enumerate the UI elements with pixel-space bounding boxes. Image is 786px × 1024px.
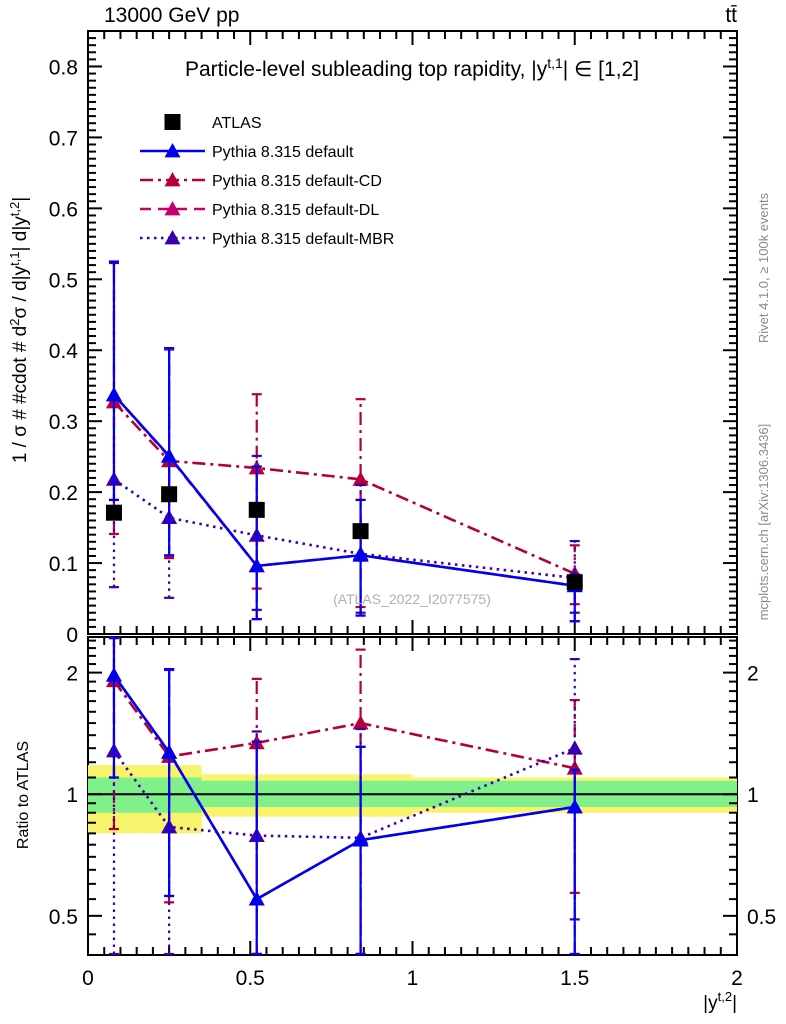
ratio-ytick-label-right: 1 (747, 784, 759, 807)
main-ytick-label: 0.4 (49, 340, 79, 363)
header-beam-label: 13000 GeV pp (104, 4, 239, 27)
xtick-labels: 0 0.5 1 1.5 2 (82, 967, 743, 990)
ratio-data-marker-triangle (352, 715, 369, 730)
legend-item-4[interactable]: Pythia 8.315 default-MBR (140, 230, 394, 248)
data-marker-square (566, 574, 583, 591)
analysis-watermark: (ATLAS_2022_I2077575) (333, 591, 491, 607)
ylabel-part-c: σ / d|y (10, 265, 31, 318)
ratio-ytick-label: 1 (66, 784, 78, 807)
ratio-data-series (105, 636, 583, 956)
ratio-ytick-label: 2 (66, 663, 78, 686)
mcplots-reference-label: mcplots.cern.ch [arXiv:1306.3436] (756, 424, 771, 621)
ratio-panel: 0.5 0.5 1 1 2 2 (49, 636, 776, 956)
data-marker-square (352, 523, 369, 540)
title-post: | ∈ [1,2] (563, 58, 639, 81)
main-ytick-label: 0.8 (49, 56, 78, 79)
data-marker-triangle (352, 547, 369, 562)
main-ylabel: 1 / σ # #cdot # d2σ / d|yt,1| d|yt,2| (7, 197, 31, 463)
main-ytick-label: 0.1 (49, 553, 78, 576)
legend-label: Pythia 8.315 default-CD (212, 173, 382, 190)
ratio-data-marker-triangle (248, 891, 265, 906)
xlabel-post: | (732, 993, 737, 1014)
xtick-label: 1.5 (560, 967, 589, 990)
main-panel: Particle-level subleading top rapidity, … (49, 30, 738, 647)
ratio-data-marker-triangle (161, 744, 178, 759)
ratio-ytick-label-right: 2 (747, 663, 759, 686)
xlabel-sup: t,2 (718, 989, 732, 1004)
data-marker-square (105, 504, 122, 521)
ratio-ytick-labels: 0.5 0.5 1 1 2 2 (49, 663, 776, 929)
ratio-data-marker-triangle (566, 740, 583, 755)
legend-label: Pythia 8.315 default (212, 144, 354, 161)
ylabel-part-d: t,1 (7, 251, 22, 265)
ratio-ytick-label: 0.5 (49, 906, 78, 929)
data-marker-triangle (352, 471, 369, 486)
ylabel-part-e: | d|y (10, 216, 31, 252)
legend: ATLAS Pythia 8.315 default Pythia 8.315 de… (140, 114, 394, 248)
xlabel-pre: |y (703, 993, 718, 1014)
legend-marker-triangle (164, 143, 181, 158)
legend-marker-triangle (164, 201, 181, 216)
xtick-label: 1 (407, 967, 419, 990)
main-data-series (105, 260, 583, 623)
header-process-label: tt̄ (725, 4, 737, 27)
main-ytick-label: 0.2 (49, 482, 78, 505)
legend-label: Pythia 8.315 default-MBR (212, 231, 394, 248)
ylabel-part-g: | (10, 197, 31, 202)
legend-item-0[interactable]: ATLAS (164, 114, 262, 132)
xtick-label: 2 (731, 967, 743, 990)
svg-text:1 / σ # #cdot # d2σ / d|yt,1|: 1 / σ # #cdot # d2σ / d|yt,1| d|yt,2| (7, 197, 31, 463)
xaxis-label: |yt,2| (703, 989, 737, 1014)
ratio-data-marker-triangle (566, 798, 583, 814)
legend-marker-triangle (164, 172, 181, 187)
title-sup: t,1 (547, 55, 563, 71)
legend-marker-triangle (164, 230, 181, 245)
data-marker-triangle (105, 386, 122, 402)
main-ytick-label: 0.6 (49, 198, 78, 221)
ylabel-part-a: 1 / σ # #cdot # d (10, 326, 31, 463)
legend-item-2[interactable]: Pythia 8.315 default-CD (140, 172, 382, 190)
xtick-label: 0 (82, 967, 94, 990)
ratio-data-marker-triangle (105, 667, 122, 682)
legend-item-3[interactable]: Pythia 8.315 default-DL (140, 201, 379, 219)
legend-marker-square (164, 114, 181, 130)
rivet-version-label: Rivet 4.1.0, ≥ 100k events (756, 192, 771, 343)
main-plot-title: Particle-level subleading top rapidity, … (185, 55, 639, 81)
legend-item-1[interactable]: Pythia 8.315 default (140, 143, 354, 161)
xtick-label: 0.5 (236, 967, 265, 990)
data-marker-square (161, 486, 178, 503)
ylabel-part-f: t,2 (7, 202, 22, 216)
main-ytick-label: 0.5 (49, 269, 78, 292)
title-pre: Particle-level subleading top rapidity, … (185, 58, 548, 81)
ratio-data-marker-triangle (566, 760, 583, 775)
series-Pythia-8-315-default (105, 260, 583, 623)
series-ATLAS (105, 486, 583, 591)
main-ytick-label: 0.3 (49, 411, 78, 434)
data-marker-triangle (248, 557, 265, 573)
main-ytick-label: 0 (66, 624, 78, 647)
ratio-data-marker-triangle (352, 832, 369, 847)
legend-label: Pythia 8.315 default-DL (212, 202, 379, 219)
ratio-series-Pythia-8-315-default (105, 636, 583, 956)
ylabel-part-b: 2 (7, 319, 22, 326)
main-ytick-label: 0.7 (49, 127, 78, 150)
legend-label: ATLAS (212, 115, 262, 132)
main-axis-ticks (87, 30, 738, 635)
main-ytick-labels: 0 0.1 0.2 0.3 0.4 0.5 0.6 0.7 0.8 (49, 56, 79, 647)
ratio-ylabel: Ratio to ATLAS (15, 741, 32, 849)
ratio-ytick-label-right: 0.5 (747, 906, 776, 929)
data-marker-triangle (161, 447, 178, 463)
data-marker-square (248, 501, 265, 518)
